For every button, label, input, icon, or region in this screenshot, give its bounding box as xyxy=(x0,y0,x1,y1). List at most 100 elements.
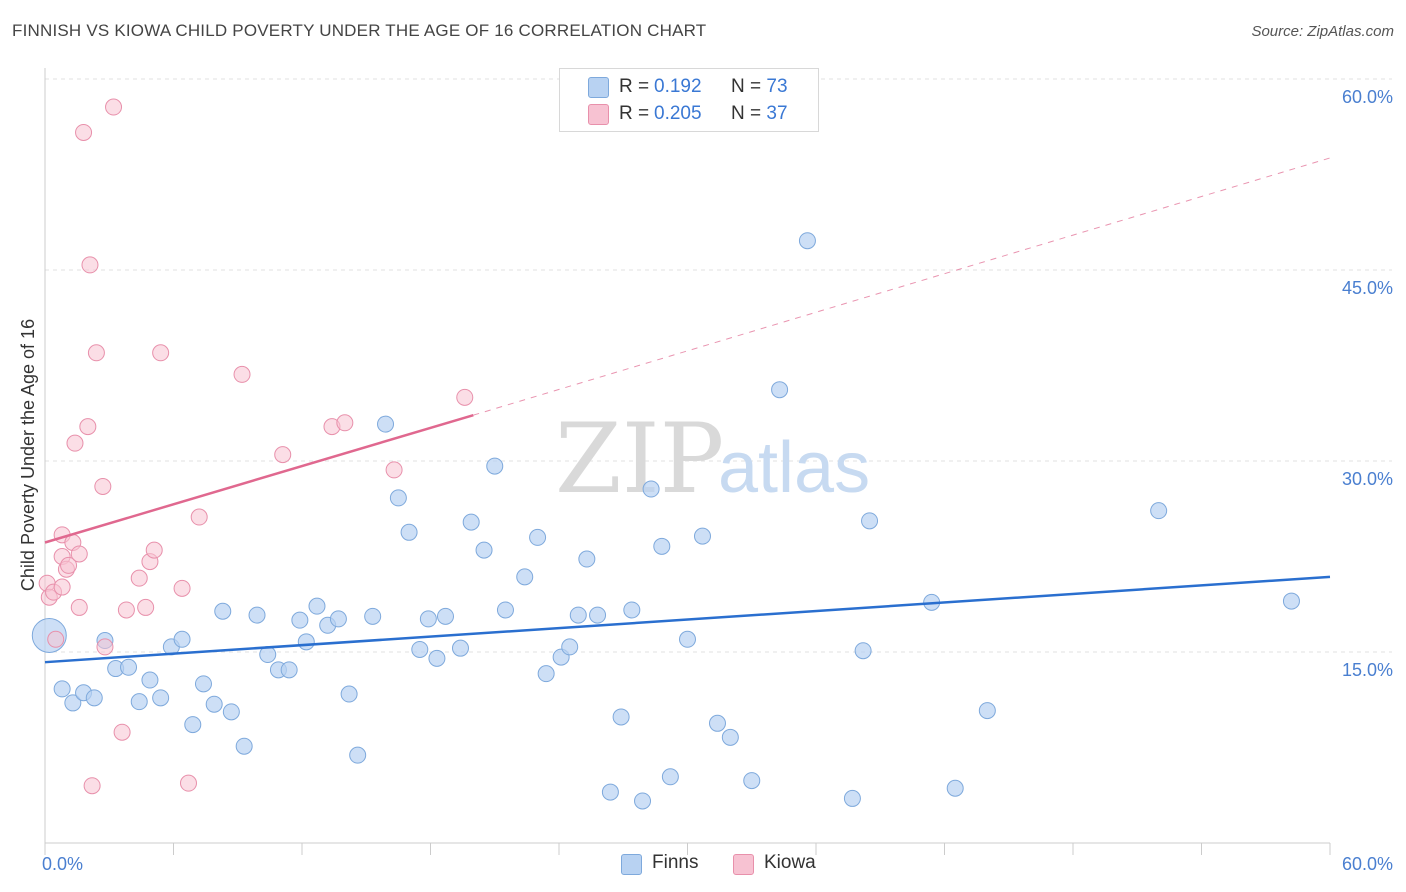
finns-point xyxy=(642,480,660,498)
finns-point xyxy=(679,630,696,648)
finns-point xyxy=(280,661,298,679)
kiowa-point xyxy=(81,256,99,274)
kiowa-point xyxy=(385,461,403,479)
legend-swatch-kiowa xyxy=(588,104,609,125)
y-tick-label: 30.0% xyxy=(1342,469,1393,489)
finns-point xyxy=(222,703,240,721)
finns-point xyxy=(194,675,212,693)
kiowa-point xyxy=(83,777,101,795)
finns-point xyxy=(743,772,761,790)
finns-point xyxy=(340,685,358,703)
finns-point xyxy=(623,601,641,619)
finns-point xyxy=(120,658,138,676)
finns-point xyxy=(400,523,418,541)
kiowa-point xyxy=(53,578,71,596)
kiowa-trend-line xyxy=(44,413,474,544)
legend-n: N = 37 xyxy=(731,103,788,125)
finns-point xyxy=(329,610,347,628)
finns-point xyxy=(53,680,71,698)
y-tick-label: 15.0% xyxy=(1342,660,1393,680)
finns-point xyxy=(978,702,996,720)
finns-point xyxy=(861,512,879,530)
legend-n-label: N = xyxy=(731,103,762,124)
finns-point xyxy=(389,489,407,507)
kiowa-point xyxy=(113,723,131,741)
finns-point xyxy=(451,639,469,657)
legend-swatch-finns xyxy=(588,77,609,98)
kiowa-point xyxy=(274,446,292,464)
kiowa-point xyxy=(233,365,251,383)
finns-point xyxy=(798,232,816,250)
y-tick-label: 60.0% xyxy=(1342,87,1393,107)
kiowa-point xyxy=(105,98,123,116)
finns-point xyxy=(578,550,596,568)
legend-n-value: 73 xyxy=(766,76,788,97)
finns-point xyxy=(693,527,711,545)
kiowa-point xyxy=(336,414,354,432)
finns-point xyxy=(419,610,437,628)
axes xyxy=(44,68,1331,855)
source-label: Source: ZipAtlas.com xyxy=(1251,23,1394,40)
x-tick-label: 0.0% xyxy=(42,854,83,874)
finns-point xyxy=(1282,592,1300,610)
finns-point xyxy=(364,607,382,625)
legend-r-value: 0.192 xyxy=(654,76,702,97)
watermark-atlas: atlas xyxy=(718,428,870,508)
finns-point xyxy=(85,689,103,707)
finns-point xyxy=(771,381,789,399)
finns-point xyxy=(653,537,671,555)
finns-point xyxy=(141,671,159,689)
legend-r-label: R = xyxy=(619,76,650,97)
finns-point xyxy=(561,638,579,656)
kiowa-trend-extension xyxy=(473,157,1331,416)
kiowa-point xyxy=(96,638,114,656)
finns-point xyxy=(946,779,964,797)
kiowa-point xyxy=(60,556,78,574)
finns-point xyxy=(235,737,253,755)
finns-point xyxy=(173,630,191,648)
finns-point xyxy=(214,602,232,620)
finns-point xyxy=(634,792,652,810)
tick-labels: 15.0% 30.0% 45.0% 60.0% 0.0% 60.0% xyxy=(42,87,1393,874)
kiowa-point xyxy=(70,598,88,616)
legend-n: N = 73 xyxy=(731,76,788,98)
finns-point xyxy=(349,746,367,764)
legend-r-value: 0.205 xyxy=(654,103,702,124)
finns-point xyxy=(411,640,429,658)
bottom-swatch-kiowa xyxy=(733,854,754,875)
finns-point xyxy=(612,708,630,726)
finns-point xyxy=(721,728,739,746)
trend-lines xyxy=(44,157,1331,664)
y-tick-label: 45.0% xyxy=(1342,278,1393,298)
finns-point xyxy=(297,633,315,651)
finns-point xyxy=(537,665,555,683)
kiowa-point xyxy=(70,545,88,563)
finns-trend-line xyxy=(44,575,1331,664)
kiowa-point xyxy=(145,541,163,559)
kiowa-point xyxy=(87,344,105,362)
finns-point xyxy=(496,601,514,619)
finns-point xyxy=(589,606,607,624)
kiowa-point xyxy=(66,434,84,452)
finns-point xyxy=(248,606,266,624)
finns-point xyxy=(152,689,170,707)
kiowa-point xyxy=(173,579,191,597)
finns-point xyxy=(854,642,872,660)
finns-point xyxy=(475,541,493,559)
legend: R = 0.192 N = 73 R = 0.205 N = 37 xyxy=(559,68,819,132)
bottom-legend-finns-label: Finns xyxy=(652,852,699,873)
legend-n-value: 37 xyxy=(766,103,788,124)
watermark-zip: ZIP xyxy=(555,403,724,515)
finns-point xyxy=(377,415,395,433)
finns-point xyxy=(1150,502,1168,520)
legend-n-label: N = xyxy=(731,76,762,97)
bottom-swatch-finns xyxy=(621,854,642,875)
kiowa-point xyxy=(137,598,155,616)
y-axis-label: Child Poverty Under the Age of 16 xyxy=(18,319,38,591)
finns-point xyxy=(708,714,726,732)
finns-point xyxy=(601,783,619,801)
kiowa-point xyxy=(79,418,97,436)
finns-point xyxy=(308,597,326,615)
finns-point xyxy=(529,528,547,546)
